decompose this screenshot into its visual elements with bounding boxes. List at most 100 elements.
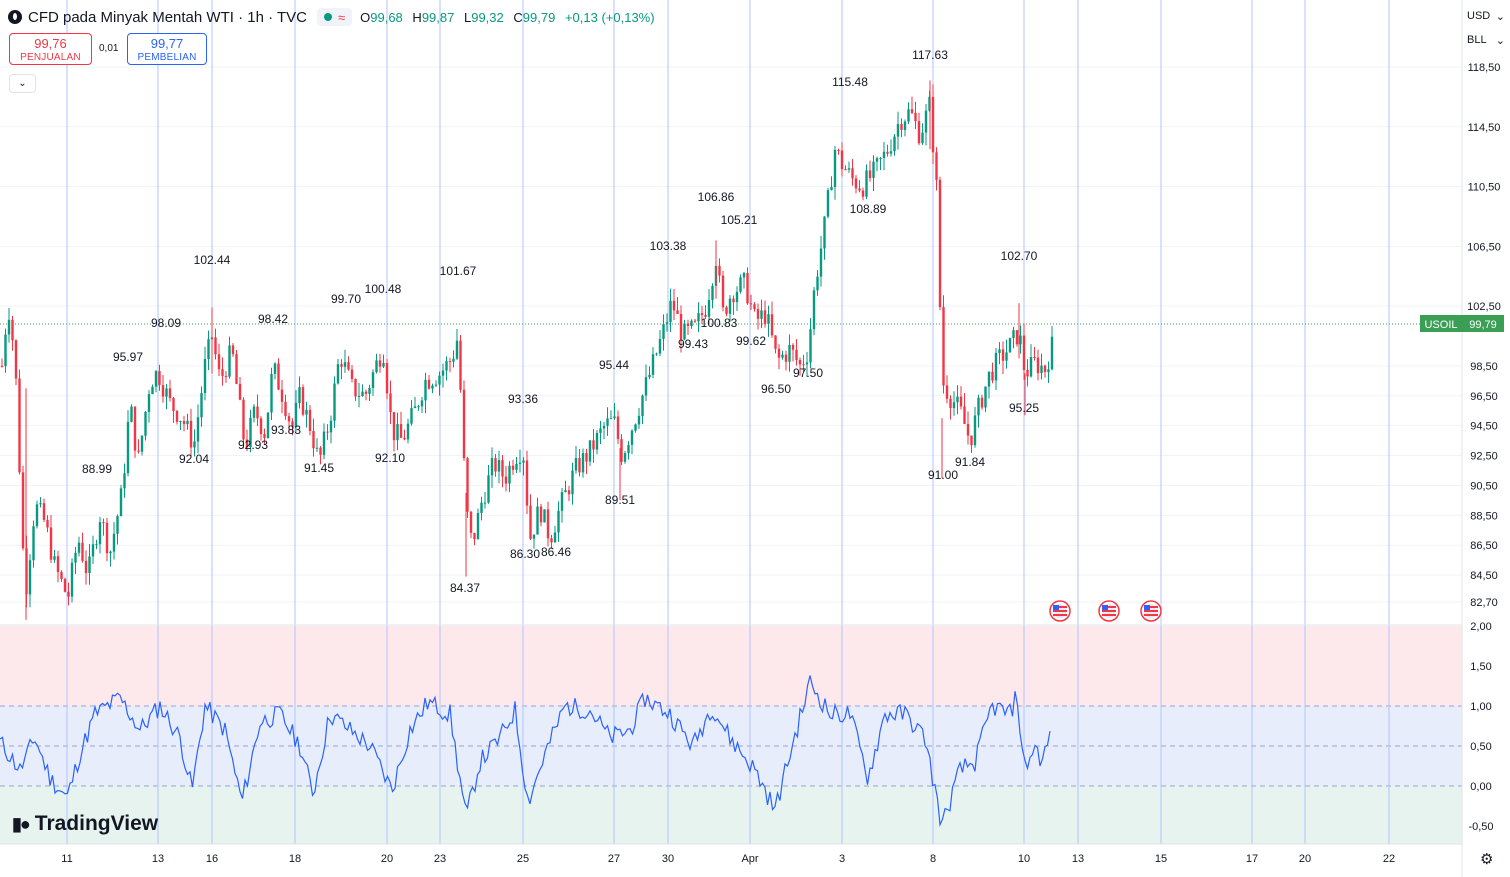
candle-body [168, 388, 172, 399]
candle-body [277, 363, 280, 390]
candle-body [466, 458, 469, 512]
candle-body [637, 415, 641, 425]
price-tick: 114,50 [1468, 122, 1501, 134]
candle-body [165, 388, 168, 397]
candle-body [949, 398, 952, 409]
candle-body [459, 340, 462, 390]
candle-body [130, 406, 133, 422]
candle-body [620, 439, 623, 462]
candle-body [455, 340, 459, 359]
candle-body [921, 132, 924, 144]
candle-body [336, 364, 340, 384]
candle-body [487, 475, 490, 503]
session-lines [66, 0, 1390, 844]
price-tick: 118,50 [1468, 62, 1501, 74]
candle-body [182, 421, 186, 425]
ohlc-readout: O99,68 H99,87 L99,32 C99,79 +0,13 (+0,13… [360, 9, 655, 25]
settings-gear-icon[interactable]: ⚙ [1480, 851, 1494, 868]
candle-body [798, 360, 802, 365]
candle-body [627, 444, 630, 454]
candle-body [109, 551, 112, 554]
candle-body [501, 460, 504, 477]
candle-body [259, 418, 263, 435]
time-axis[interactable]: 11 13 16 18 20 23 25 27 30 Apr 3 8 10 13 15 17 20 22 [61, 853, 1395, 865]
candle-body [1022, 335, 1026, 370]
candle-body [133, 406, 137, 451]
candle-body [658, 338, 662, 354]
candle-body [956, 396, 959, 403]
candle-body [886, 151, 889, 154]
swing-label: 98.09 [151, 316, 181, 330]
candle-body [700, 313, 704, 315]
symbol-title[interactable]: CFD pada Minyak Mentah WTI · 1h · TVC [28, 8, 307, 26]
candle-body [1019, 335, 1022, 345]
swing-label: 99.70 [331, 292, 361, 306]
swing-label: 97.50 [793, 366, 823, 380]
candle-body [469, 511, 473, 533]
candle-body [1015, 330, 1019, 345]
candle-body [263, 434, 266, 438]
candle-body [522, 460, 525, 463]
candle-body [385, 362, 389, 394]
swing-label: 95.44 [599, 358, 629, 372]
osc-tick: 1,50 [1470, 661, 1491, 673]
collapse-chevron-icon[interactable]: ⌄ [9, 74, 36, 93]
us-flag-icon[interactable] [1140, 600, 1162, 622]
candles [0, 80, 1054, 620]
swing-label: 106.86 [698, 190, 735, 204]
candle-body [140, 435, 144, 452]
unit-select[interactable]: BLL ⌄ [1467, 34, 1505, 47]
candle-body [602, 425, 606, 429]
swing-label: 84.37 [450, 581, 480, 595]
candle-body [1026, 369, 1029, 377]
candle-body [812, 290, 816, 330]
candle-body [606, 418, 609, 426]
candle-body [88, 556, 91, 574]
candle-body [644, 377, 648, 396]
candle-body [567, 490, 571, 495]
candle-body [284, 401, 287, 417]
swing-label: 115.48 [832, 75, 868, 89]
tradingview-logo[interactable]: ▮● TradingView [12, 812, 159, 835]
time-tick: 3 [839, 853, 845, 865]
sell-button[interactable]: 99,76 PENJUALAN [9, 33, 92, 65]
osc-tick: 0,00 [1470, 781, 1491, 793]
buy-button[interactable]: 99,77 PEMBELIAN [127, 33, 207, 65]
candle-body [361, 391, 364, 396]
candle-body [322, 431, 326, 455]
currency-select[interactable]: USD ⌄ [1467, 10, 1505, 23]
candle-body [291, 421, 294, 427]
oscillator-axis[interactable]: 2,00 1,50 1,00 0,50 0,00 -0,50 [1468, 621, 1493, 833]
candle-body [273, 363, 277, 374]
candle-body [662, 323, 665, 339]
time-tick: 15 [1155, 853, 1167, 865]
candle-body [364, 391, 368, 394]
candle-body [770, 314, 774, 336]
candle-body [217, 354, 221, 370]
osc-tick: 0,50 [1470, 741, 1491, 753]
candle-body [756, 309, 760, 319]
candle-body [1040, 365, 1043, 374]
candle-body [826, 190, 830, 217]
candle-body [473, 532, 476, 540]
candle-body [18, 378, 21, 473]
candle-body [998, 349, 1001, 353]
event-markers[interactable] [1049, 600, 1162, 622]
candle-body [907, 109, 910, 122]
change-value: +0,13 (+0,13%) [564, 9, 655, 25]
us-flag-icon[interactable] [1098, 600, 1120, 622]
us-flag-icon[interactable] [1049, 600, 1071, 622]
candle-body [830, 186, 833, 191]
candle-body [231, 345, 235, 355]
candle-body [375, 360, 378, 373]
price-axis[interactable]: 118,50 114,50 110,50 106,50 102,50 98,50 96,50… [1467, 62, 1501, 609]
candle-body [354, 379, 357, 397]
candle-body [935, 152, 938, 180]
candle-body [91, 544, 95, 557]
candle-body [228, 345, 231, 377]
candle-body [7, 319, 11, 335]
osc-tick: -0,50 [1468, 821, 1493, 833]
status-pill[interactable]: ≈ [316, 8, 353, 26]
candle-body [406, 423, 410, 440]
